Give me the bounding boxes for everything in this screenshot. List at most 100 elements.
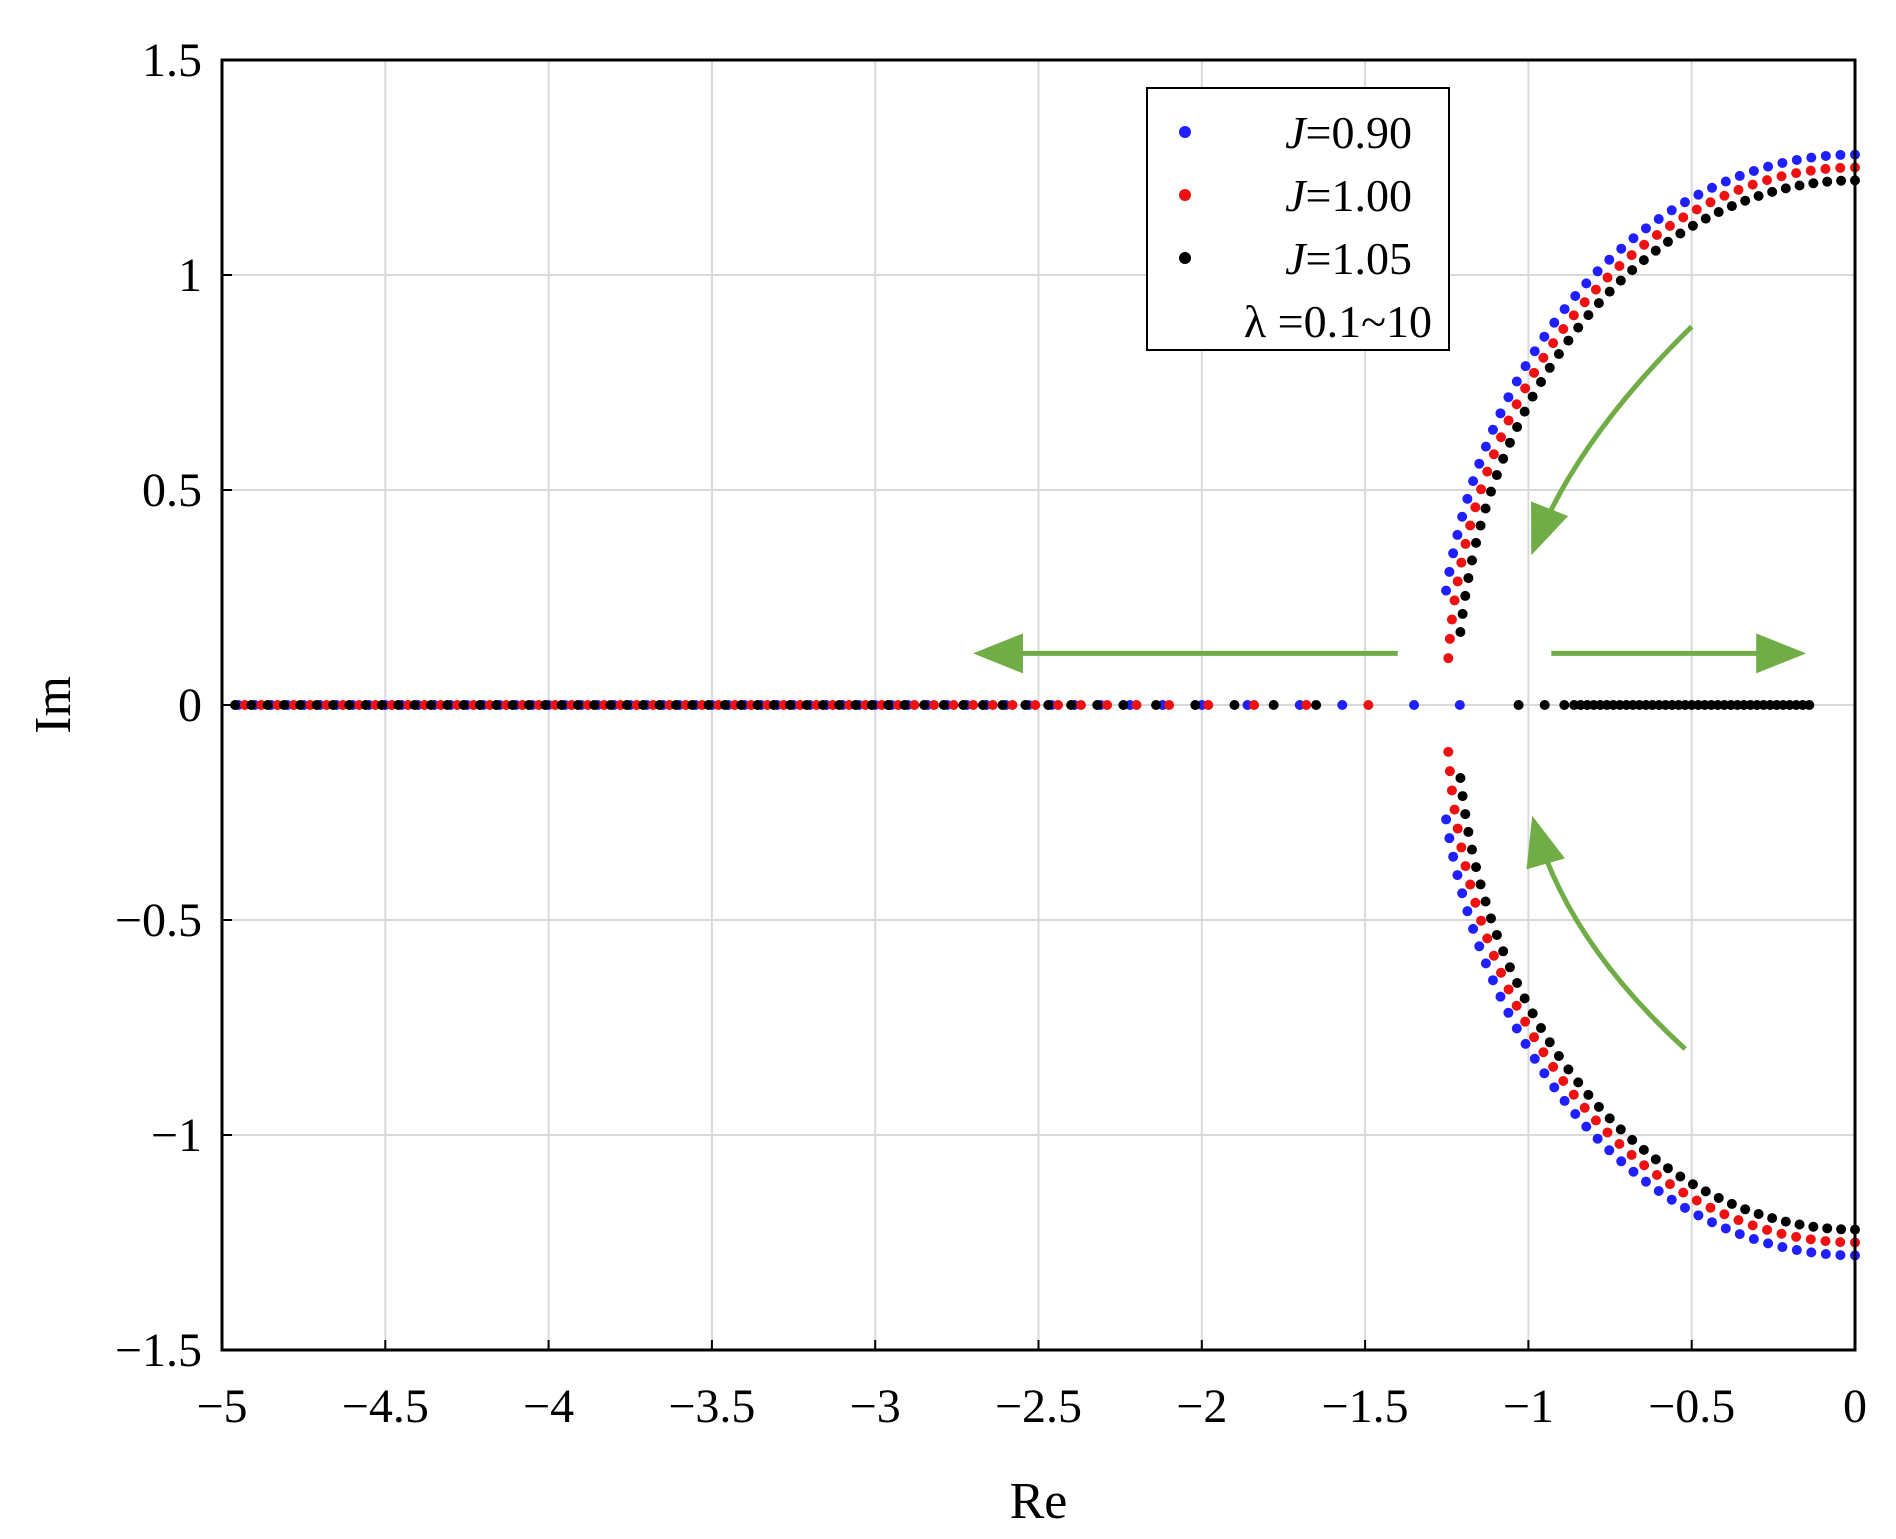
point-upper-0-37: [1448, 548, 1459, 559]
point-upper-2-32: [1491, 470, 1502, 481]
y-axis-label: Im: [25, 676, 82, 734]
point-upper-1-7: [1747, 179, 1758, 190]
point-lower-2-13: [1675, 1171, 1686, 1182]
legend-marker-2: [1179, 252, 1191, 264]
point-axis-2-3: [279, 700, 290, 710]
point-upper-2-4: [1794, 180, 1805, 191]
y-tick-label-5: −1: [151, 1109, 202, 1162]
point-lower-1-7: [1747, 1220, 1758, 1231]
point-upper-1-15: [1639, 239, 1650, 250]
point-upper-0-12: [1679, 197, 1690, 208]
point-lower-1-25: [1529, 1032, 1540, 1043]
point-upper-2-41: [1455, 626, 1466, 637]
point-upper-0-23: [1549, 317, 1560, 328]
point-axis-2-58: [1539, 700, 1550, 710]
point-upper-1-16: [1626, 250, 1637, 261]
point-axis-2-57: [1513, 700, 1524, 710]
point-upper-1-14: [1651, 230, 1662, 241]
point-upper-1-2: [1820, 163, 1831, 174]
point-axis-1-49: [1075, 700, 1086, 710]
point-lower-1-35: [1460, 861, 1471, 872]
point-axis-1-53: [1203, 700, 1214, 710]
point-upper-2-34: [1480, 503, 1491, 514]
point-upper-2-40: [1457, 608, 1468, 619]
point-lower-2-2: [1822, 1223, 1833, 1234]
point-axis-2-32: [752, 700, 763, 710]
point-axis-2-48: [1043, 700, 1054, 710]
point-upper-2-19: [1604, 286, 1615, 297]
point-axis-2-15: [475, 700, 486, 710]
point-axis-2-38: [850, 700, 861, 710]
point-axis-2-36: [817, 700, 828, 710]
point-lower-2-34: [1480, 896, 1491, 907]
point-axis-1-52: [1164, 700, 1175, 710]
point-upper-2-20: [1593, 298, 1604, 309]
point-axis-2-33: [768, 700, 779, 710]
x-tick-label-4: −3: [850, 1380, 901, 1433]
point-axis-2-8: [360, 700, 371, 710]
point-axis-0-57: [1409, 700, 1420, 710]
point-lower-1-31: [1482, 933, 1493, 944]
point-axis-2-22: [589, 700, 600, 710]
point-lower-1-15: [1639, 1160, 1650, 1171]
point-upper-0-36: [1452, 529, 1463, 540]
point-lower-2-37: [1466, 844, 1477, 855]
point-lower-0-20: [1581, 1121, 1592, 1132]
point-upper-0-9: [1720, 176, 1731, 187]
point-upper-2-12: [1687, 220, 1698, 231]
point-upper-0-1: [1835, 149, 1846, 160]
point-lower-1-37: [1452, 823, 1463, 834]
point-axis-2-28: [687, 700, 698, 710]
legend-lambda-note: λ =0.1~10: [1244, 296, 1432, 347]
point-lower-2-27: [1527, 1008, 1538, 1019]
point-axis-1-43: [948, 700, 959, 710]
x-tick-label-3: −3.5: [668, 1380, 755, 1433]
x-axis-ticks: −5 −4.5 −4 −3.5 −3 −2.5 −2 −1.5 −1 −0.5 0: [196, 1340, 1867, 1433]
point-lower-1-32: [1476, 915, 1487, 926]
point-lower-0-8: [1734, 1229, 1745, 1240]
point-upper-2-33: [1485, 486, 1496, 497]
point-lower-1-23: [1548, 1061, 1559, 1072]
point-upper-0-15: [1640, 223, 1651, 234]
point-axis-2-96: [1804, 700, 1815, 710]
point-upper-1-27: [1511, 399, 1522, 410]
point-axis-2-1: [246, 700, 257, 710]
point-axis-0-58: [1454, 700, 1465, 710]
x-tick-label-2: −4: [523, 1380, 574, 1433]
annotation-arrows: [972, 324, 1807, 1051]
point-lower-1-26: [1520, 1016, 1531, 1027]
point-upper-1-33: [1470, 502, 1481, 513]
point-lower-2-26: [1536, 1022, 1547, 1033]
point-upper-1-3: [1805, 165, 1816, 176]
point-axis-1-54: [1249, 700, 1260, 710]
point-axis-2-51: [1118, 700, 1129, 710]
point-lower-0-14: [1653, 1185, 1664, 1196]
point-axis-2-59: [1559, 700, 1570, 710]
point-axis-2-25: [638, 700, 649, 710]
y-tick-label-4: −0.5: [115, 894, 202, 947]
point-lower-2-35: [1475, 879, 1486, 890]
point-lower-1-19: [1590, 1115, 1601, 1126]
x-tick-label-7: −1.5: [1322, 1380, 1409, 1433]
legend-label-0: J=0.90: [1285, 107, 1412, 158]
point-axis-2-35: [801, 700, 812, 710]
point-upper-0-30: [1487, 424, 1498, 435]
point-lower-2-9: [1726, 1198, 1737, 1209]
point-upper-1-32: [1476, 484, 1487, 495]
point-axis-2-6: [328, 700, 339, 710]
point-lower-2-4: [1794, 1219, 1805, 1230]
point-lower-1-41: [1443, 746, 1454, 757]
point-lower-2-5: [1780, 1216, 1791, 1227]
point-upper-1-19: [1590, 284, 1601, 295]
point-axis-2-16: [491, 700, 502, 710]
point-lower-0-11: [1693, 1210, 1704, 1221]
point-upper-1-4: [1791, 168, 1802, 179]
point-lower-2-31: [1498, 946, 1509, 957]
point-lower-0-6: [1763, 1238, 1774, 1249]
legend-box: [1146, 87, 1450, 351]
point-upper-2-21: [1583, 310, 1594, 321]
point-lower-1-36: [1456, 842, 1467, 853]
point-axis-2-47: [1020, 700, 1031, 710]
point-axis-2-45: [977, 700, 988, 710]
point-lower-1-28: [1503, 984, 1514, 995]
